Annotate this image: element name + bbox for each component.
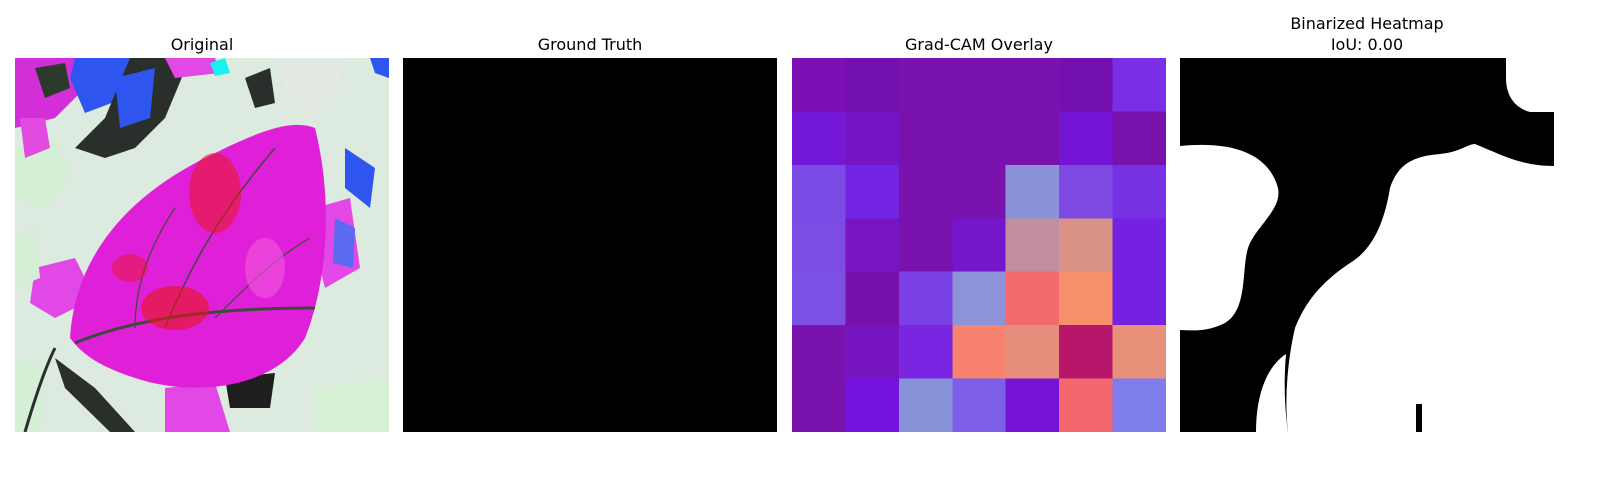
iou-subtitle: IoU: 0.00 bbox=[1330, 35, 1404, 54]
gradcam-overlay-title: Grad-CAM Overlay bbox=[905, 35, 1053, 54]
heatmap-cell bbox=[792, 164, 846, 219]
heatmap-cell bbox=[1059, 378, 1114, 432]
heatmap-cell bbox=[952, 58, 1007, 112]
heatmap-cell bbox=[1059, 164, 1114, 219]
ground-truth-title: Ground Truth bbox=[537, 35, 643, 54]
heatmap-cell bbox=[792, 271, 846, 326]
heatmap-cell bbox=[1059, 271, 1114, 326]
heatmap-cell bbox=[1059, 58, 1114, 112]
heatmap-cell bbox=[845, 271, 900, 326]
heatmap-cell bbox=[952, 378, 1007, 432]
heatmap-cell bbox=[792, 325, 846, 380]
heatmap-cell bbox=[845, 378, 900, 432]
heatmap-cell bbox=[845, 218, 900, 273]
gradcam-overlay bbox=[792, 58, 1166, 432]
heatmap-cell bbox=[1005, 164, 1060, 219]
heatmap-cell bbox=[1005, 58, 1060, 112]
heatmap-cell bbox=[1005, 325, 1060, 380]
heatmap-cell bbox=[898, 58, 953, 112]
heatmap-cell bbox=[845, 164, 900, 219]
heatmap-cell bbox=[1112, 218, 1166, 273]
heatmap-cell bbox=[792, 111, 846, 166]
heatmap-cell bbox=[1112, 378, 1166, 432]
heatmap-cell bbox=[1059, 111, 1114, 166]
heatmap-cell bbox=[1059, 325, 1114, 380]
original-image bbox=[15, 58, 389, 432]
heatmap-cell bbox=[952, 325, 1007, 380]
heatmap-cell bbox=[952, 164, 1007, 219]
heatmap-cell bbox=[952, 271, 1007, 326]
heatmap-cell bbox=[1112, 111, 1166, 166]
heatmap-cell bbox=[898, 164, 953, 219]
heatmap-cell bbox=[1112, 58, 1166, 112]
binary-mask bbox=[1180, 58, 1554, 432]
gradcam-heatmap bbox=[792, 58, 1166, 432]
heatmap-cell bbox=[1005, 111, 1060, 166]
heatmap-cell bbox=[1005, 378, 1060, 432]
heatmap-cell bbox=[1005, 218, 1060, 273]
heatmap-cell bbox=[952, 218, 1007, 273]
binarized-heatmap-title: Binarized Heatmap bbox=[1290, 14, 1444, 33]
heatmap-cell bbox=[952, 111, 1007, 166]
heatmap-cell bbox=[1005, 271, 1060, 326]
heatmap-cell bbox=[898, 325, 953, 380]
heatmap-cell bbox=[898, 111, 953, 166]
heatmap-cell bbox=[845, 111, 900, 166]
heatmap-cell bbox=[898, 218, 953, 273]
heatmap-cell bbox=[792, 378, 846, 432]
leaf-picture bbox=[15, 58, 389, 432]
heatmap-cell bbox=[845, 58, 900, 112]
heatmap-cell bbox=[792, 218, 846, 273]
heatmap-cell bbox=[845, 325, 900, 380]
binarized-heatmap bbox=[1180, 58, 1554, 432]
heatmap-cell bbox=[792, 58, 846, 112]
heatmap-cell bbox=[1112, 325, 1166, 380]
heatmap-cell bbox=[898, 378, 953, 432]
heatmap-cell bbox=[1112, 164, 1166, 219]
heatmap-cell bbox=[1112, 271, 1166, 326]
heatmap-cell bbox=[1059, 218, 1114, 273]
original-title: Original bbox=[170, 35, 234, 54]
ground-truth-mask bbox=[403, 58, 777, 432]
heatmap-cell bbox=[898, 271, 953, 326]
